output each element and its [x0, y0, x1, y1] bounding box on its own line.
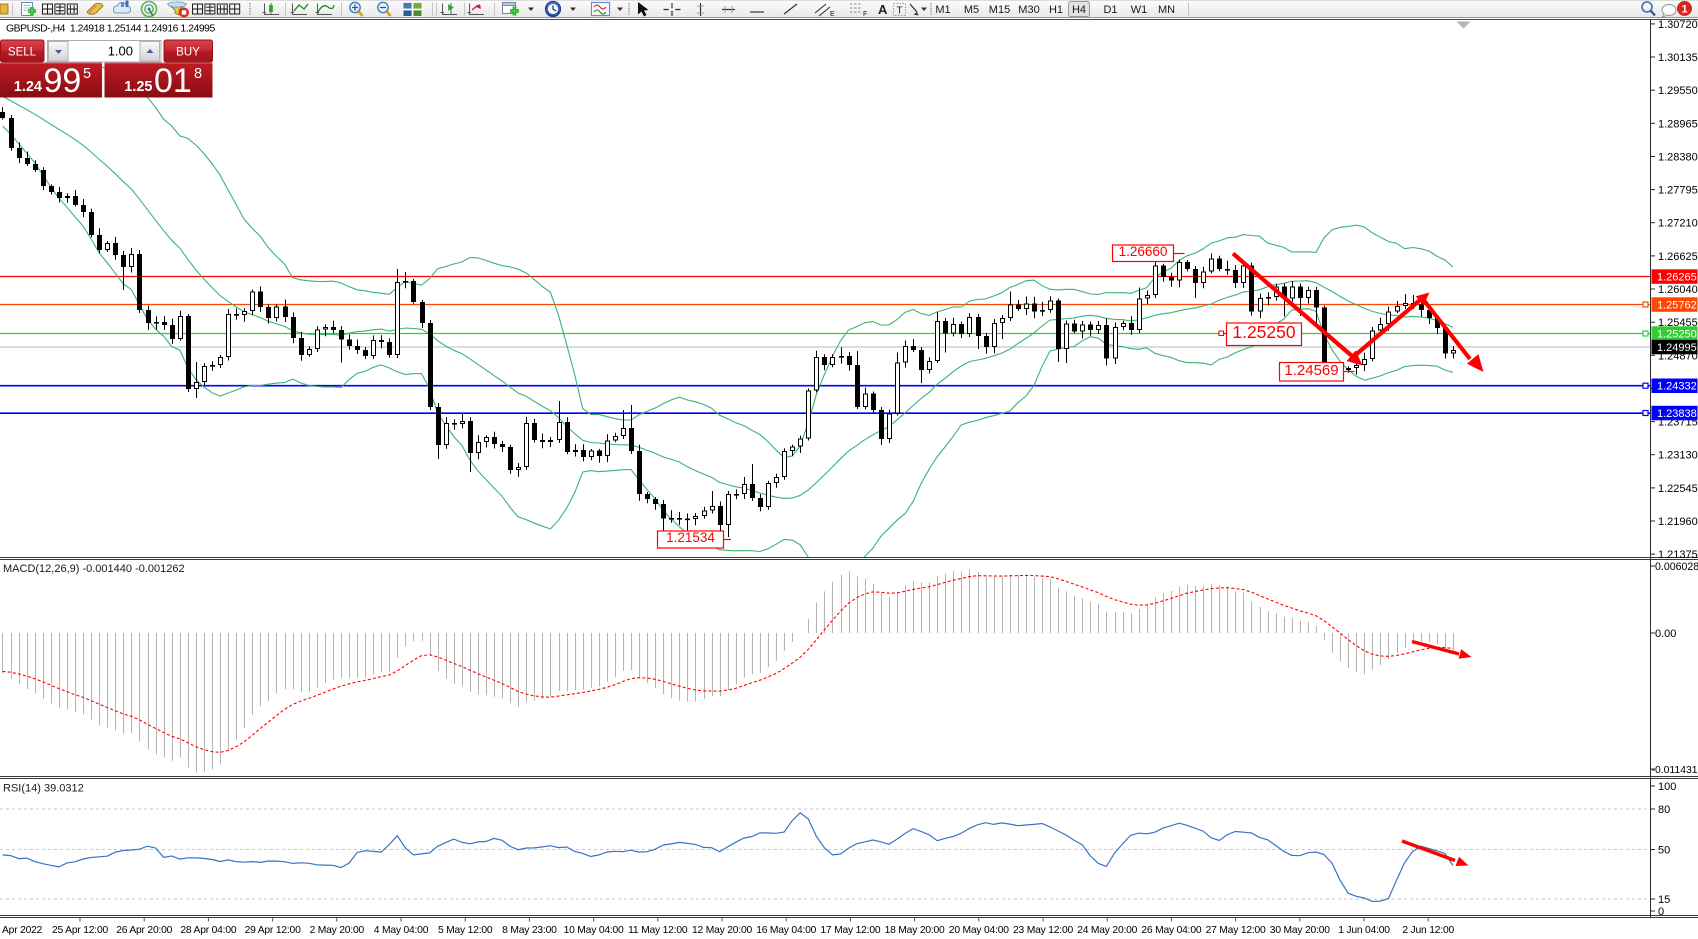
- svg-text:12 May 20:00: 12 May 20:00: [692, 925, 752, 936]
- svg-text:29 Apr 12:00: 29 Apr 12:00: [245, 925, 301, 936]
- svg-text:2 May 20:00: 2 May 20:00: [310, 925, 365, 936]
- svg-text:SELL: SELL: [8, 47, 37, 59]
- svg-text:1.25762: 1.25762: [1657, 300, 1697, 312]
- svg-text:25 Apr 12:00: 25 Apr 12:00: [52, 925, 108, 936]
- svg-text:E: E: [830, 11, 835, 18]
- svg-text:1.30720: 1.30720: [1658, 19, 1698, 31]
- svg-text:H4: H4: [1072, 4, 1086, 16]
- svg-text:8 May 23:00: 8 May 23:00: [502, 925, 557, 936]
- svg-text:D1: D1: [1103, 4, 1117, 16]
- svg-text:26 Apr 20:00: 26 Apr 20:00: [116, 925, 172, 936]
- svg-text:-0.011431: -0.011431: [1652, 765, 1698, 776]
- svg-text:0.00: 0.00: [1655, 628, 1676, 640]
- svg-text:2 Jun 12:00: 2 Jun 12:00: [1402, 925, 1454, 936]
- svg-text:1.25250: 1.25250: [1232, 322, 1296, 342]
- svg-text:1.24332: 1.24332: [1657, 381, 1697, 393]
- svg-text:8: 8: [194, 66, 202, 82]
- svg-text:28 Apr 04:00: 28 Apr 04:00: [180, 925, 236, 936]
- svg-text:17 May 12:00: 17 May 12:00: [820, 925, 880, 936]
- svg-text:1.26040: 1.26040: [1658, 284, 1698, 296]
- svg-text:0.006028: 0.006028: [1655, 561, 1698, 573]
- svg-text:1.26625: 1.26625: [1658, 251, 1698, 263]
- svg-text:10 May 04:00: 10 May 04:00: [564, 925, 624, 936]
- svg-text:1.25250: 1.25250: [1657, 329, 1697, 341]
- svg-text:1.24569: 1.24569: [1284, 362, 1338, 379]
- svg-text:1.21960: 1.21960: [1658, 516, 1698, 528]
- svg-text:Apr 2022: Apr 2022: [2, 925, 43, 936]
- svg-text:MACD(12,26,9) -0.001440 -0.001: MACD(12,26,9) -0.001440 -0.001262: [3, 563, 185, 575]
- svg-text:M5: M5: [964, 4, 979, 16]
- svg-text:GBPUSD-,H4 1.24918 1.25144 1.: GBPUSD-,H4 1.24918 1.25144 1.24916 1.249…: [6, 24, 216, 35]
- svg-text:1.26660: 1.26660: [1119, 244, 1168, 259]
- svg-text:1 Jun 04:00: 1 Jun 04:00: [1338, 925, 1390, 936]
- svg-text:1.28380: 1.28380: [1658, 152, 1698, 164]
- svg-text:100: 100: [1658, 781, 1676, 793]
- svg-text:18 May 20:00: 18 May 20:00: [885, 925, 945, 936]
- svg-text:5 May 12:00: 5 May 12:00: [438, 925, 493, 936]
- svg-text:W1: W1: [1131, 4, 1148, 16]
- svg-text:1.23838: 1.23838: [1657, 408, 1697, 420]
- svg-text:1.27210: 1.27210: [1658, 218, 1698, 230]
- svg-text:15: 15: [1658, 894, 1670, 906]
- svg-text:16 May 04:00: 16 May 04:00: [756, 925, 816, 936]
- svg-text:1.30135: 1.30135: [1658, 52, 1698, 64]
- svg-text:1.25: 1.25: [124, 79, 152, 95]
- svg-text:F: F: [863, 11, 867, 18]
- svg-text:1.26265: 1.26265: [1657, 272, 1697, 284]
- svg-text:H1: H1: [1049, 4, 1063, 16]
- svg-text:20 May 04:00: 20 May 04:00: [949, 925, 1009, 936]
- svg-text:1.21534: 1.21534: [666, 530, 715, 545]
- svg-text:5: 5: [83, 66, 91, 82]
- svg-text:27 May 12:00: 27 May 12:00: [1206, 925, 1266, 936]
- svg-text:A: A: [878, 2, 888, 17]
- svg-text:T: T: [897, 6, 903, 17]
- svg-text:BUY: BUY: [176, 47, 200, 59]
- svg-text:26 May 04:00: 26 May 04:00: [1141, 925, 1201, 936]
- svg-text:RSI(14) 39.0312: RSI(14) 39.0312: [3, 783, 84, 795]
- svg-text:80: 80: [1658, 804, 1670, 816]
- svg-text:99: 99: [44, 62, 82, 100]
- svg-text:11 May 12:00: 11 May 12:00: [628, 925, 688, 936]
- svg-text:1.00: 1.00: [108, 44, 133, 59]
- svg-text:M1: M1: [935, 4, 950, 16]
- svg-text:1.27795: 1.27795: [1658, 185, 1698, 197]
- svg-text:1.28965: 1.28965: [1658, 118, 1698, 130]
- svg-text:30 May 20:00: 30 May 20:00: [1270, 925, 1330, 936]
- svg-text:50: 50: [1658, 845, 1670, 857]
- svg-text:4 May 04:00: 4 May 04:00: [374, 925, 429, 936]
- svg-text:24 May 20:00: 24 May 20:00: [1077, 925, 1137, 936]
- svg-text:1: 1: [1681, 4, 1687, 16]
- svg-text:1.22545: 1.22545: [1658, 483, 1698, 495]
- svg-text:0: 0: [1658, 906, 1664, 918]
- svg-text:1.21375: 1.21375: [1658, 549, 1698, 561]
- svg-text:01: 01: [154, 62, 192, 100]
- svg-text:23 May 12:00: 23 May 12:00: [1013, 925, 1073, 936]
- svg-text:1.29550: 1.29550: [1658, 85, 1698, 97]
- svg-text:1.24995: 1.24995: [1657, 342, 1697, 354]
- svg-text:1.23130: 1.23130: [1658, 450, 1698, 462]
- svg-text:1.24: 1.24: [14, 79, 42, 95]
- svg-text:M30: M30: [1018, 4, 1039, 16]
- svg-text:MN: MN: [1158, 4, 1175, 16]
- svg-text:M15: M15: [989, 4, 1010, 16]
- svg-text:1.25455: 1.25455: [1658, 317, 1698, 329]
